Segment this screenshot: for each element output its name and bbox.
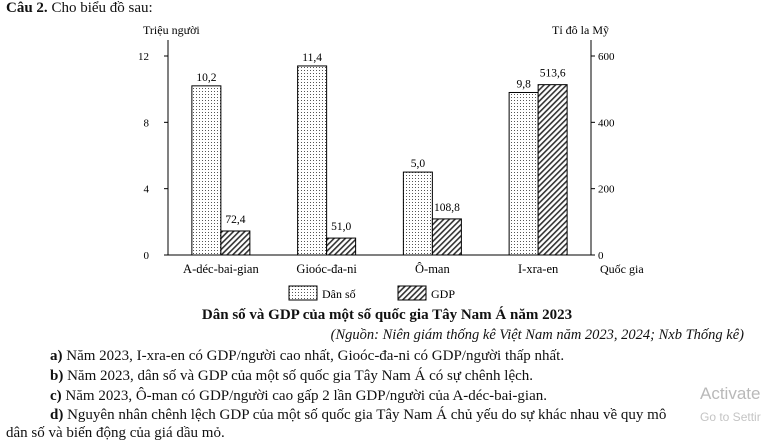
chart-legend: Dân số GDP — [288, 285, 455, 301]
statement-letter: b) — [50, 368, 64, 384]
statement-text: Năm 2023, dân số và GDP của một số quốc … — [67, 368, 534, 384]
category-label: Ô-man — [415, 262, 450, 276]
statement-text: Năm 2023, I-xra-en có GDP/người cao nhất… — [66, 348, 565, 364]
y-right-tick-label: 0 — [598, 250, 604, 262]
data-label-gdp: 51,0 — [331, 221, 351, 233]
data-label-population: 5,0 — [411, 158, 426, 170]
data-label-gdp: 72,4 — [225, 214, 245, 226]
legend-label-population: Dân số — [322, 287, 356, 301]
statement-letter: d) — [50, 407, 64, 423]
statement-b: b) Năm 2023, dân số và GDP của một số qu… — [50, 368, 533, 385]
bar-gdp — [326, 237, 357, 256]
y-right-tick-label: 400 — [598, 117, 615, 129]
data-label-population: 10,2 — [196, 72, 216, 84]
category-label: Gioóc-đa-ni — [296, 262, 357, 276]
bar-gdp — [537, 84, 568, 256]
legend-label-gdp: GDP — [431, 287, 455, 301]
question-heading: Câu 2. Cho biểu đồ sau: — [6, 0, 153, 17]
data-label-gdp: 513,6 — [540, 68, 566, 80]
data-label-population: 11,4 — [302, 52, 322, 64]
y-left-tick-label: 4 — [144, 184, 150, 196]
chart-bars — [191, 65, 568, 256]
y-right-tick-label: 600 — [598, 51, 615, 63]
bar-population — [508, 91, 539, 256]
statement-d: d) Nguyên nhân chênh lệch GDP của một số… — [50, 407, 666, 424]
data-label-gdp: 108,8 — [434, 202, 460, 214]
activate-watermark: Activate — [700, 384, 761, 403]
category-label: A-déc-bai-gian — [183, 262, 259, 276]
question-number: Câu 2. — [6, 0, 48, 16]
chart-title: Dân số và GDP của một số quốc gia Tây Na… — [201, 307, 573, 323]
question-text: Cho biểu đồ sau: — [51, 0, 153, 16]
bar-population — [191, 85, 222, 256]
category-label: I-xra-en — [518, 262, 559, 276]
statement-d-continuation: dân số và biến động của giá dầu mỏ. — [6, 425, 225, 441]
data-label-population: 9,8 — [516, 78, 531, 90]
statement-text: Nguyên nhân chênh lệch GDP của một số qu… — [67, 407, 667, 423]
y-left-tick-label: 8 — [144, 117, 150, 129]
bar-population — [402, 171, 433, 256]
bar-gdp — [431, 218, 462, 256]
statement-letter: a) — [50, 348, 63, 364]
legend-swatch-population — [288, 285, 318, 301]
y-axis-left-label: Triệu người — [143, 23, 200, 37]
y-left-tick-label: 12 — [138, 51, 149, 63]
bar-population — [297, 65, 328, 256]
statement-c: c) Năm 2023, Ô-man có GDP/người cao gấp … — [50, 388, 547, 405]
chart-labels: 10,2 72,4 A-déc-bai-gian 11,4 51,0 Gioóc-đa-n… — [183, 52, 566, 276]
statement-text: Năm 2023, Ô-man có GDP/người cao gấp 2 l… — [65, 388, 548, 404]
statement-a: a) Năm 2023, I-xra-en có GDP/người cao n… — [50, 348, 564, 365]
bar-gdp — [220, 230, 251, 256]
y-right-tick-label: 200 — [598, 184, 615, 196]
y-left-tick-label: 0 — [144, 250, 150, 262]
x-axis-label: Quốc gia — [600, 262, 644, 276]
chart-source: (Nguồn: Niên giám thống kê Việt Nam năm … — [330, 327, 744, 343]
y-axis-right-label: Tỉ đô la Mỹ — [552, 23, 609, 37]
statement-letter: c) — [50, 388, 62, 404]
settings-watermark: Go to Settir — [700, 410, 761, 424]
legend-swatch-gdp — [397, 285, 427, 301]
